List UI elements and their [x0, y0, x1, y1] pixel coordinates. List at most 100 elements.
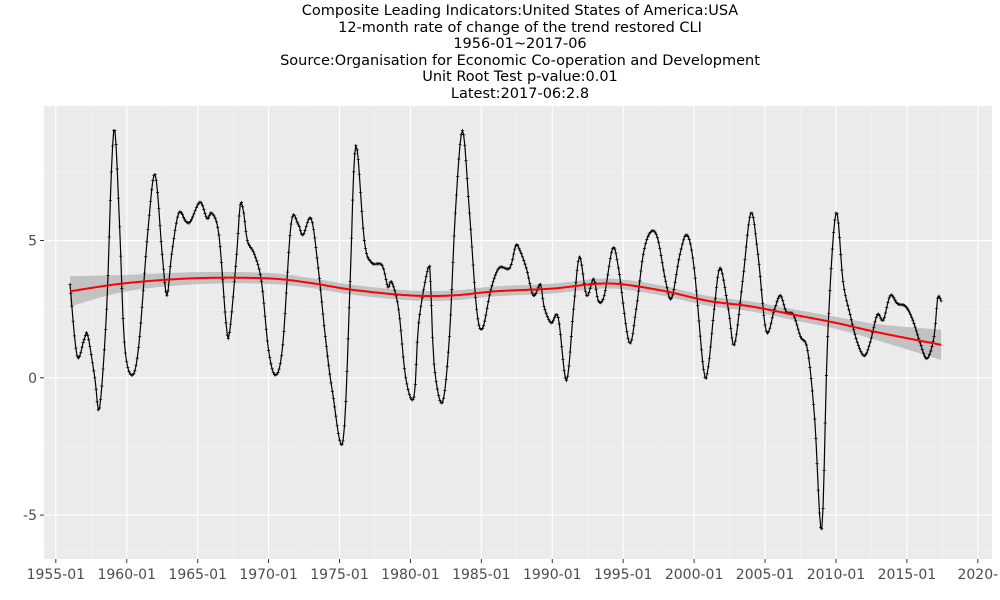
cli-series-point: [317, 276, 322, 281]
cli-series-point: [728, 316, 732, 320]
cli-series-point: [657, 240, 661, 244]
cli-series-point: [820, 527, 824, 531]
cli-series-point: [218, 245, 222, 249]
cli-series-point: [569, 334, 573, 339]
cli-series-point: [680, 242, 684, 246]
cli-series-point: [75, 354, 79, 358]
cli-series-point: [450, 287, 454, 291]
cli-series-point: [573, 294, 577, 298]
cli-series-point: [541, 296, 545, 300]
cli-series-point: [525, 270, 530, 275]
cli-series-point: [806, 348, 810, 352]
cli-series-point: [912, 321, 916, 325]
cli-series-point: [792, 315, 797, 319]
cli-series-point: [242, 211, 246, 215]
cli-series-point: [867, 344, 871, 348]
cli-series-point: [715, 276, 720, 280]
cli-series-point: [411, 398, 415, 402]
cli-series-point: [678, 252, 682, 256]
cli-series-point: [349, 236, 354, 240]
cli-series-point: [853, 332, 857, 336]
cli-series-point: [532, 293, 537, 298]
cli-series-point: [356, 157, 360, 161]
cli-series-point: [335, 423, 339, 427]
cli-series-point: [133, 369, 137, 373]
cli-series-point: [443, 388, 447, 393]
cli-series-point: [555, 312, 559, 317]
cli-series-point: [163, 280, 167, 284]
cli-series-point: [594, 287, 598, 291]
cli-series-point: [389, 280, 394, 284]
cli-series-point: [281, 343, 285, 347]
cli-series-point: [755, 242, 759, 246]
cli-series-point: [201, 204, 205, 208]
cli-series-point: [271, 370, 275, 375]
cli-series-point: [101, 367, 105, 371]
cli-series-point: [320, 300, 324, 304]
cli-series-point: [134, 364, 138, 368]
cli-series-point: [509, 262, 513, 267]
cli-series-point: [748, 215, 752, 219]
cli-series-point: [333, 405, 337, 409]
cli-series-point: [89, 352, 93, 356]
cli-series-point: [527, 276, 531, 280]
cli-series-point: [923, 354, 927, 358]
x-axis-tick-label: 1970-01: [239, 567, 298, 583]
cli-series-point: [401, 355, 405, 359]
cli-series-point: [496, 268, 500, 272]
cli-series-point: [418, 313, 422, 317]
cli-series-point: [544, 311, 548, 315]
cli-series-point: [118, 225, 122, 229]
cli-series-point: [357, 172, 361, 176]
cli-series-point: [821, 506, 825, 511]
cli-series-point: [449, 313, 453, 317]
cli-series-point: [913, 325, 917, 329]
cli-series-point: [235, 252, 239, 256]
cli-series-point: [717, 269, 721, 273]
cli-series-point: [189, 217, 194, 222]
cli-series-point: [774, 303, 778, 308]
cli-series-point: [331, 396, 336, 401]
cli-series-point: [96, 408, 100, 412]
cli-series-point: [571, 307, 576, 311]
cli-series-point: [878, 314, 882, 318]
cli-series-point: [193, 209, 197, 213]
cli-series-point: [839, 252, 843, 256]
cli-series-point: [723, 285, 727, 290]
cli-series-point: [510, 257, 515, 262]
cli-series-point: [136, 346, 141, 350]
cli-series-point: [421, 288, 426, 292]
cli-series-point: [321, 312, 325, 316]
cli-series-point: [142, 271, 147, 275]
cli-series-point: [563, 376, 567, 380]
cli-series-point: [655, 236, 660, 240]
cli-series-point: [194, 205, 199, 210]
cli-series-point: [141, 288, 145, 292]
cli-series-point: [290, 215, 294, 219]
cli-series-point: [303, 228, 307, 233]
cli-series-point: [753, 232, 758, 236]
cli-series-point: [776, 296, 780, 300]
cli-series-point: [429, 304, 434, 308]
cli-series-point: [384, 277, 388, 282]
y-axis-tick-label: 0: [28, 371, 37, 387]
cli-series-point: [718, 266, 722, 270]
cli-series-point: [257, 267, 261, 271]
cli-series-point: [534, 291, 538, 296]
cli-series-point: [336, 431, 340, 436]
cli-series-point: [701, 359, 705, 363]
cli-series-point: [159, 240, 163, 244]
cli-series-point: [404, 376, 408, 380]
cli-series-point: [490, 284, 494, 288]
cli-series-point: [836, 221, 841, 225]
cli-series-point: [763, 323, 767, 327]
cli-series-point: [907, 310, 911, 314]
cli-series-point: [402, 367, 407, 371]
cli-series-point: [80, 345, 84, 349]
cli-series-point: [390, 282, 395, 286]
cli-series-point: [434, 379, 438, 383]
trend-line: [69, 276, 942, 346]
x-axis-tick-label: 2010-01: [807, 567, 866, 583]
cli-series-point: [341, 439, 345, 443]
